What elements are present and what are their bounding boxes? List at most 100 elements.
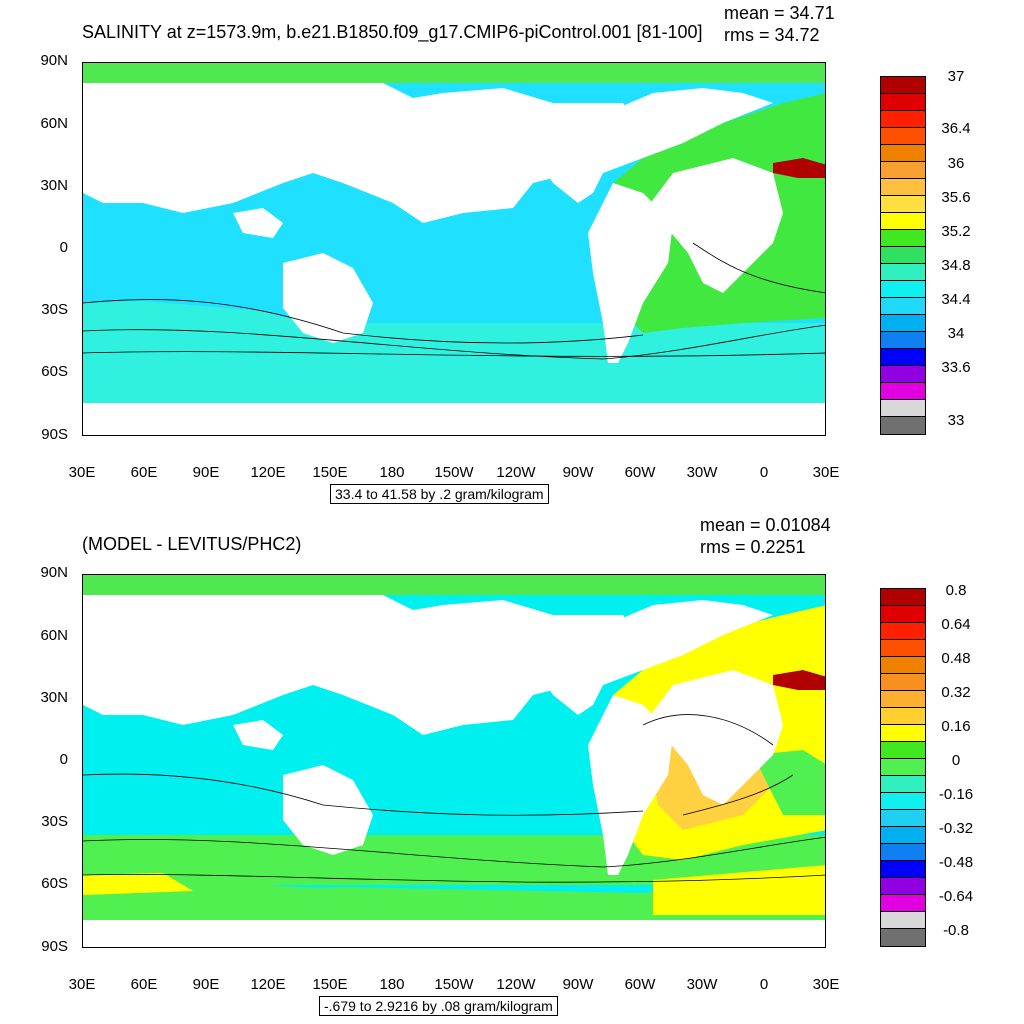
colorbar-label: 35.2	[941, 223, 971, 240]
colorbar-swatch	[881, 145, 925, 162]
lon-label: 60W	[624, 976, 656, 993]
colorbar-swatch	[881, 400, 925, 417]
lon-label: 150E	[312, 976, 348, 993]
lon-label: 60W	[624, 464, 656, 481]
colorbar-swatch	[881, 895, 925, 912]
colorbar-label: 0.64	[941, 616, 971, 633]
colorbar-label: -0.16	[938, 786, 974, 803]
lon-label: 150W	[434, 464, 474, 481]
eurasia	[83, 83, 633, 223]
salinity-panel: SALINITY at z=1573.9m, b.e21.B1850.f09_g…	[40, 3, 971, 504]
colorbar-swatch	[881, 196, 925, 213]
colorbar-swatch	[881, 281, 925, 298]
colorbar-swatch	[881, 759, 925, 776]
lon-label: 90W	[562, 464, 594, 481]
contour-info: -.679 to 2.9216 by .08 gram/kilogram	[319, 996, 558, 1016]
contour-line	[83, 351, 825, 357]
colorbar-swatch	[881, 861, 925, 878]
colorbar-swatch	[881, 640, 925, 657]
lon-label: 60E	[130, 976, 158, 993]
colorbar-swatch	[881, 162, 925, 179]
north-america	[533, 600, 773, 715]
colorbar-label: 0.16	[941, 718, 971, 735]
colorbar-swatch	[881, 77, 925, 94]
lat-label: 0	[59, 751, 68, 768]
lat-label: 30S	[41, 301, 68, 318]
colorbar-swatch	[881, 264, 925, 281]
colorbar-swatch	[881, 94, 925, 111]
colorbar-label: 0.8	[945, 582, 967, 599]
lat-label: 30N	[40, 177, 68, 194]
colorbar-swatch	[881, 111, 925, 128]
lon-label: 150E	[312, 464, 348, 481]
colorbar-swatch	[881, 315, 925, 332]
lat-label: 60S	[41, 363, 68, 380]
colorbar-swatch	[881, 213, 925, 230]
difference-panel: (MODEL - LEVITUS/PHC2) mean = 0.01084 rm…	[0, 512, 1024, 1024]
colorbar-label: 0	[951, 752, 961, 769]
lat-label: 30N	[40, 689, 68, 706]
southern-ring	[83, 874, 825, 920]
colorbar-swatch	[881, 878, 925, 895]
lon-label: 0	[759, 976, 769, 993]
colorbar-swatch	[881, 708, 925, 725]
difference-colorbar	[880, 588, 926, 947]
lon-label: 180	[379, 464, 405, 481]
difference-map-canvas	[83, 575, 825, 947]
arctic-band	[83, 575, 825, 595]
antarctica	[83, 920, 825, 947]
difference-title: (MODEL - LEVITUS/PHC2)	[82, 534, 302, 554]
lon-label: 90E	[192, 976, 220, 993]
salinity-map	[82, 62, 826, 436]
salinity-colorbar	[880, 76, 926, 435]
antarctica	[83, 403, 825, 435]
eurasia	[83, 595, 633, 735]
colorbar-swatch	[881, 179, 925, 196]
colorbar-swatch	[881, 725, 925, 742]
contour-info: 33.4 to 41.58 by .2 gram/kilogram	[330, 484, 549, 504]
lat-label: 90S	[41, 426, 68, 443]
colorbar-swatch	[881, 417, 925, 434]
colorbar-swatch	[881, 691, 925, 708]
rms-value: rms = 34.72	[724, 25, 820, 45]
colorbar-label: 37	[947, 68, 965, 85]
maritime-continent	[233, 208, 283, 238]
lon-label: 180	[379, 976, 405, 993]
colorbar-label: 34.8	[941, 257, 971, 274]
lon-label: 30W	[686, 464, 718, 481]
africa	[643, 158, 783, 293]
contour-line	[682, 774, 794, 816]
lon-label: 120W	[496, 464, 536, 481]
colorbar-label: -0.8	[943, 922, 969, 939]
africa	[643, 670, 783, 805]
positive-anomaly-ring	[83, 873, 193, 895]
colorbar-swatch	[881, 810, 925, 827]
colorbar-label: -0.48	[938, 854, 974, 871]
colorbar-label: 33.6	[941, 359, 971, 376]
mean-value: mean = 0.01084	[700, 515, 831, 535]
lon-label: 30E	[68, 464, 96, 481]
colorbar-swatch	[881, 827, 925, 844]
colorbar-swatch	[881, 247, 925, 264]
lon-label: 120W	[496, 976, 536, 993]
maritime-continent	[233, 720, 283, 750]
east-atlantic-green	[753, 750, 825, 815]
colorbar-swatch	[881, 912, 925, 929]
colorbar-label: 35.6	[941, 189, 971, 206]
contour-line	[83, 836, 825, 868]
lat-label: 90N	[40, 52, 68, 69]
southern-ocean-band	[83, 323, 825, 408]
colorbar-swatch	[881, 657, 925, 674]
salinity-title: SALINITY at z=1573.9m, b.e21.B1850.f09_g…	[82, 22, 703, 42]
australia	[283, 253, 373, 343]
colorbar-swatch	[881, 844, 925, 861]
colorbar-label: 34	[947, 325, 965, 342]
mediterranean-outflow	[773, 670, 825, 690]
lon-label: 120E	[250, 976, 286, 993]
lat-label: 60S	[41, 875, 68, 892]
lat-label: 30S	[41, 813, 68, 830]
colorbar-swatch	[881, 776, 925, 793]
lon-label: 90W	[562, 976, 594, 993]
mean-value: mean = 34.71	[724, 3, 835, 23]
south-america	[588, 183, 673, 363]
